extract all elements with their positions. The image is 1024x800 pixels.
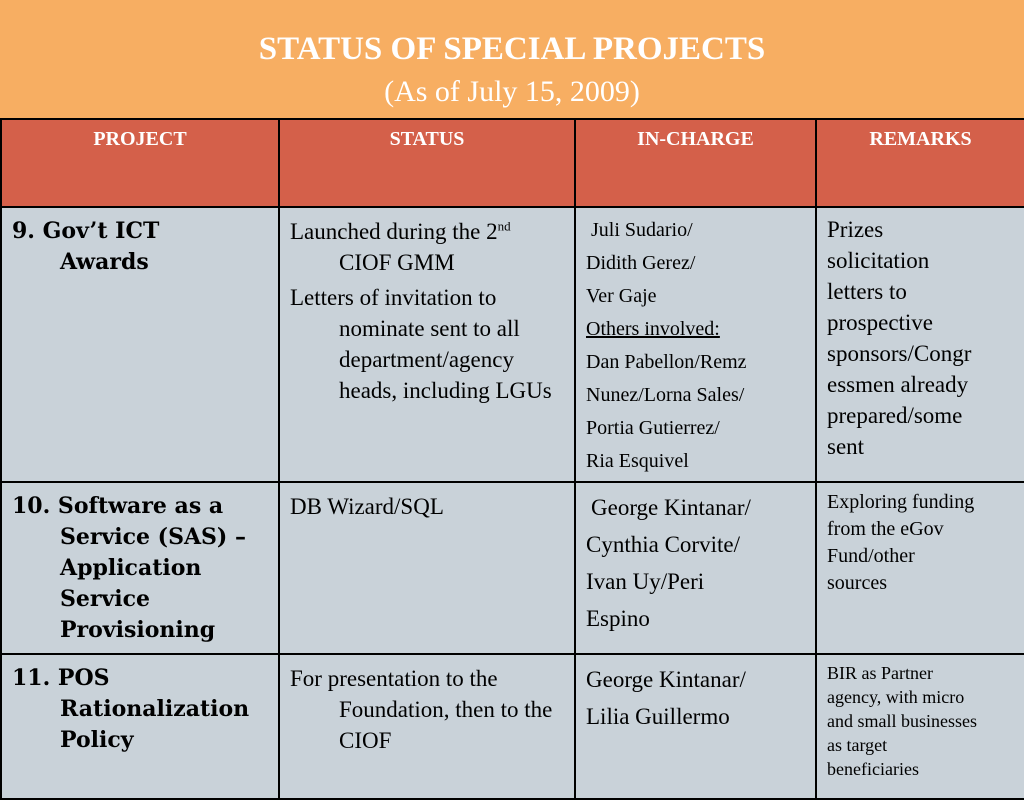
remark-text: as target — [827, 735, 888, 755]
remark-text: Fund/other — [827, 545, 915, 567]
person-name: Espino — [586, 606, 650, 631]
table-header-row: PROJECT STATUS IN-CHARGE REMARKS — [0, 118, 1024, 208]
remark-text: from the eGov — [827, 518, 944, 540]
person-name: Nunez/Lorna Sales/ — [586, 384, 745, 406]
page-title: STATUS OF SPECIAL PROJECTS — [258, 31, 766, 67]
person-name: Juli Sudario/ — [591, 219, 693, 241]
remark-text: Exploring funding — [827, 491, 975, 513]
person-name: Ria Esquivel — [586, 450, 689, 472]
project-cell: 9. Gov’t ICT Awards — [0, 206, 280, 483]
status-cell: DB Wizard/SQL — [278, 481, 576, 655]
status-cell: For presentation to the Foundation, then… — [278, 653, 576, 800]
remark-text: sponsors/Congr — [827, 341, 972, 366]
slide-header: STATUS OF SPECIAL PROJECTS (As of July 1… — [0, 0, 1024, 118]
table-row: 11. POS Rationalization Policy For prese… — [0, 653, 1024, 800]
page-subtitle: (As of July 15, 2009) — [384, 75, 640, 108]
column-header-status: STATUS — [278, 118, 576, 208]
person-name: Ver Gaje — [586, 285, 657, 307]
status-text: For presentation to the Foundation, then… — [290, 666, 553, 753]
remark-text: solicitation — [827, 248, 930, 273]
remarks-cell: BIR as Partner agency, with micro and sm… — [815, 653, 1024, 800]
remark-text: sources — [827, 572, 887, 594]
project-cell: 11. POS Rationalization Policy — [0, 653, 280, 800]
remark-text: sent — [827, 434, 865, 459]
remark-text: and small businesses — [827, 711, 977, 731]
remark-text: agency, with micro — [827, 687, 965, 707]
person-name: George Kintanar/ — [586, 667, 746, 692]
column-header-in-charge: IN-CHARGE — [574, 118, 817, 208]
remarks-cell: Prizes solicitation letters to prospecti… — [815, 206, 1024, 483]
remark-text: prepared/some — [827, 403, 963, 428]
projects-table: PROJECT STATUS IN-CHARGE REMARKS 9. Gov’… — [0, 118, 1024, 800]
remark-text: prospective — [827, 310, 934, 335]
person-name: Didith Gerez/ — [586, 252, 696, 274]
project-name: 11. POS Rationalization Policy — [12, 665, 250, 753]
person-name: Cynthia Corvite/ — [586, 532, 740, 557]
status-text: Launched during the 2nd CIOF GMM — [290, 218, 511, 275]
in-charge-cell: George Kintanar/ Cynthia Corvite/ Ivan U… — [574, 481, 817, 655]
remark-text: letters to — [827, 279, 907, 304]
remark-text: Prizes — [827, 217, 884, 242]
in-charge-cell: Juli Sudario/ Didith Gerez/ Ver Gaje Oth… — [574, 206, 817, 483]
person-name: Portia Gutierrez/ — [586, 417, 720, 439]
table-row: 10. Software as a Service (SAS) – Applic… — [0, 481, 1024, 655]
status-cell: Launched during the 2nd CIOF GMM Letters… — [278, 206, 576, 483]
in-charge-cell: George Kintanar/ Lilia Guillermo — [574, 653, 817, 800]
person-name: George Kintanar/ — [591, 495, 751, 520]
project-name: 10. Software as a Service (SAS) – Applic… — [12, 493, 246, 643]
person-name: Dan Pabellon/Remz — [586, 351, 747, 373]
column-header-remarks: REMARKS — [815, 118, 1024, 208]
remark-text: beneficiaries — [827, 759, 919, 779]
project-name: 9. Gov’t ICT Awards — [12, 218, 160, 275]
project-cell: 10. Software as a Service (SAS) – Applic… — [0, 481, 280, 655]
remark-text: essmen already — [827, 372, 969, 397]
column-header-project: PROJECT — [0, 118, 280, 208]
status-text: Letters of invitation to nominate sent t… — [290, 285, 552, 403]
remark-text: BIR as Partner — [827, 663, 933, 683]
table-row: 9. Gov’t ICT Awards Launched during the … — [0, 206, 1024, 483]
person-name: Lilia Guillermo — [586, 704, 730, 729]
status-text: DB Wizard/SQL — [290, 494, 444, 519]
person-name: Ivan Uy/Peri — [586, 569, 705, 594]
remarks-cell: Exploring funding from the eGov Fund/oth… — [815, 481, 1024, 655]
others-involved-label: Others involved: — [586, 318, 720, 340]
